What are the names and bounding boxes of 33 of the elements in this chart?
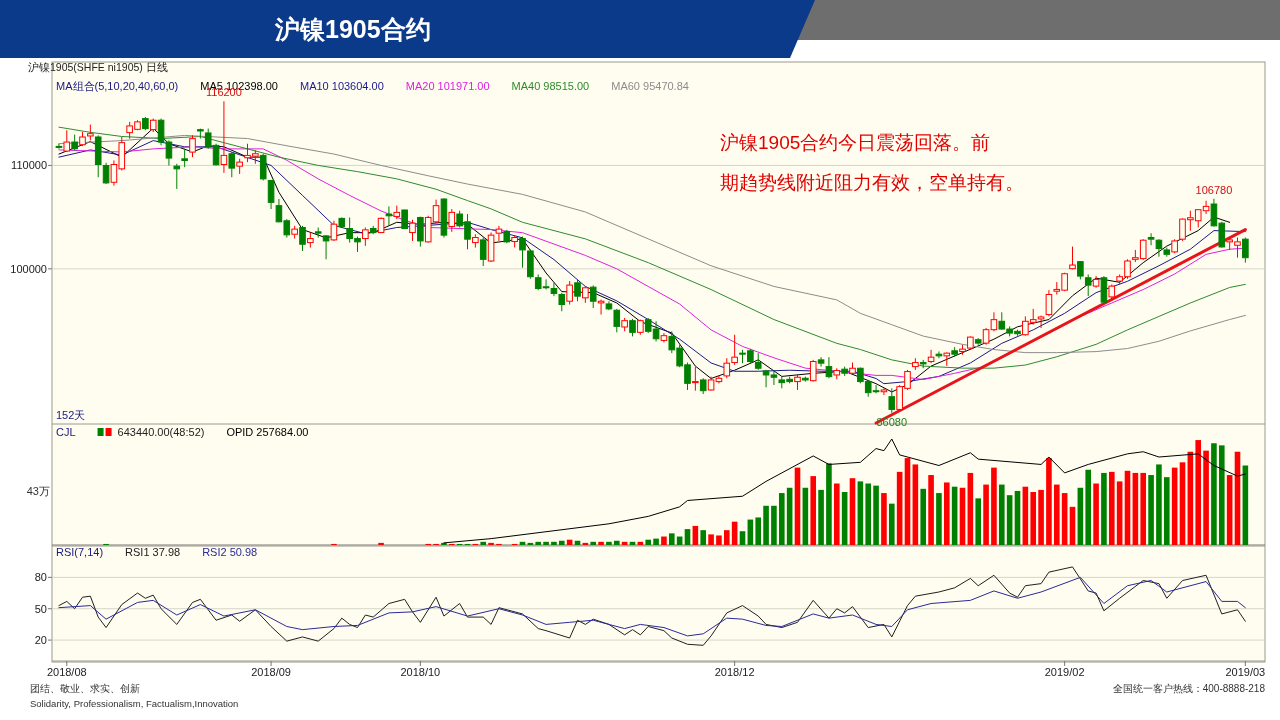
y-tick-label: 20 <box>34 634 47 647</box>
annotation: 86080 <box>876 415 908 428</box>
chart-title: RSI(7,14) <box>56 546 104 558</box>
legend-label: 643440.00(48:52) <box>117 426 205 438</box>
chart-title: 沪镍1905合约 <box>274 15 431 43</box>
text: OPID 257684.00 <box>226 426 309 438</box>
y-tick-label: 80 <box>34 571 47 584</box>
y-tick-label: 50 <box>34 602 47 615</box>
y-tick-label: 110000 <box>11 159 47 172</box>
chart-subtitle: 沪镍1905(SHFE ni1905) 日线 <box>28 61 168 73</box>
text: 团结、敬业、求实、创新 <box>30 683 140 694</box>
annotation: 期趋势线附近阻力有效，空单持有。 <box>720 172 1024 193</box>
annotation: 沪镍1905合约今日震荡回落。前 <box>720 132 991 153</box>
text: RSI1 37.98 <box>125 546 181 558</box>
annotation: 152天 <box>56 409 86 421</box>
x-tick-label: 2018/12 <box>714 666 755 678</box>
chart-title: CJL <box>56 426 76 438</box>
annotation: 106780 <box>1195 183 1233 196</box>
text: MA60 95470.84 <box>611 80 689 92</box>
text: 43万 <box>26 485 50 497</box>
text: Solidarity, Professionalism, Factualism,Innovation <box>30 698 239 709</box>
text: MA40 98515.00 <box>511 80 590 92</box>
legend-title: MA组合(5,10,20,40,60,0) <box>56 80 179 92</box>
text: MA20 101971.00 <box>405 80 490 92</box>
x-tick-label: 2019/03 <box>1225 666 1266 678</box>
y-tick-label: 100000 <box>10 262 47 275</box>
x-tick-label: 2019/02 <box>1044 666 1085 678</box>
text: 全国统一客户热线：400-8888-218 <box>1112 683 1266 694</box>
text: RSI2 50.98 <box>202 546 258 558</box>
x-tick-label: 2018/09 <box>251 666 291 678</box>
x-tick-label: 2018/08 <box>46 666 87 678</box>
text: MA10 103604.00 <box>299 80 384 92</box>
x-tick-label: 2018/10 <box>400 666 441 678</box>
